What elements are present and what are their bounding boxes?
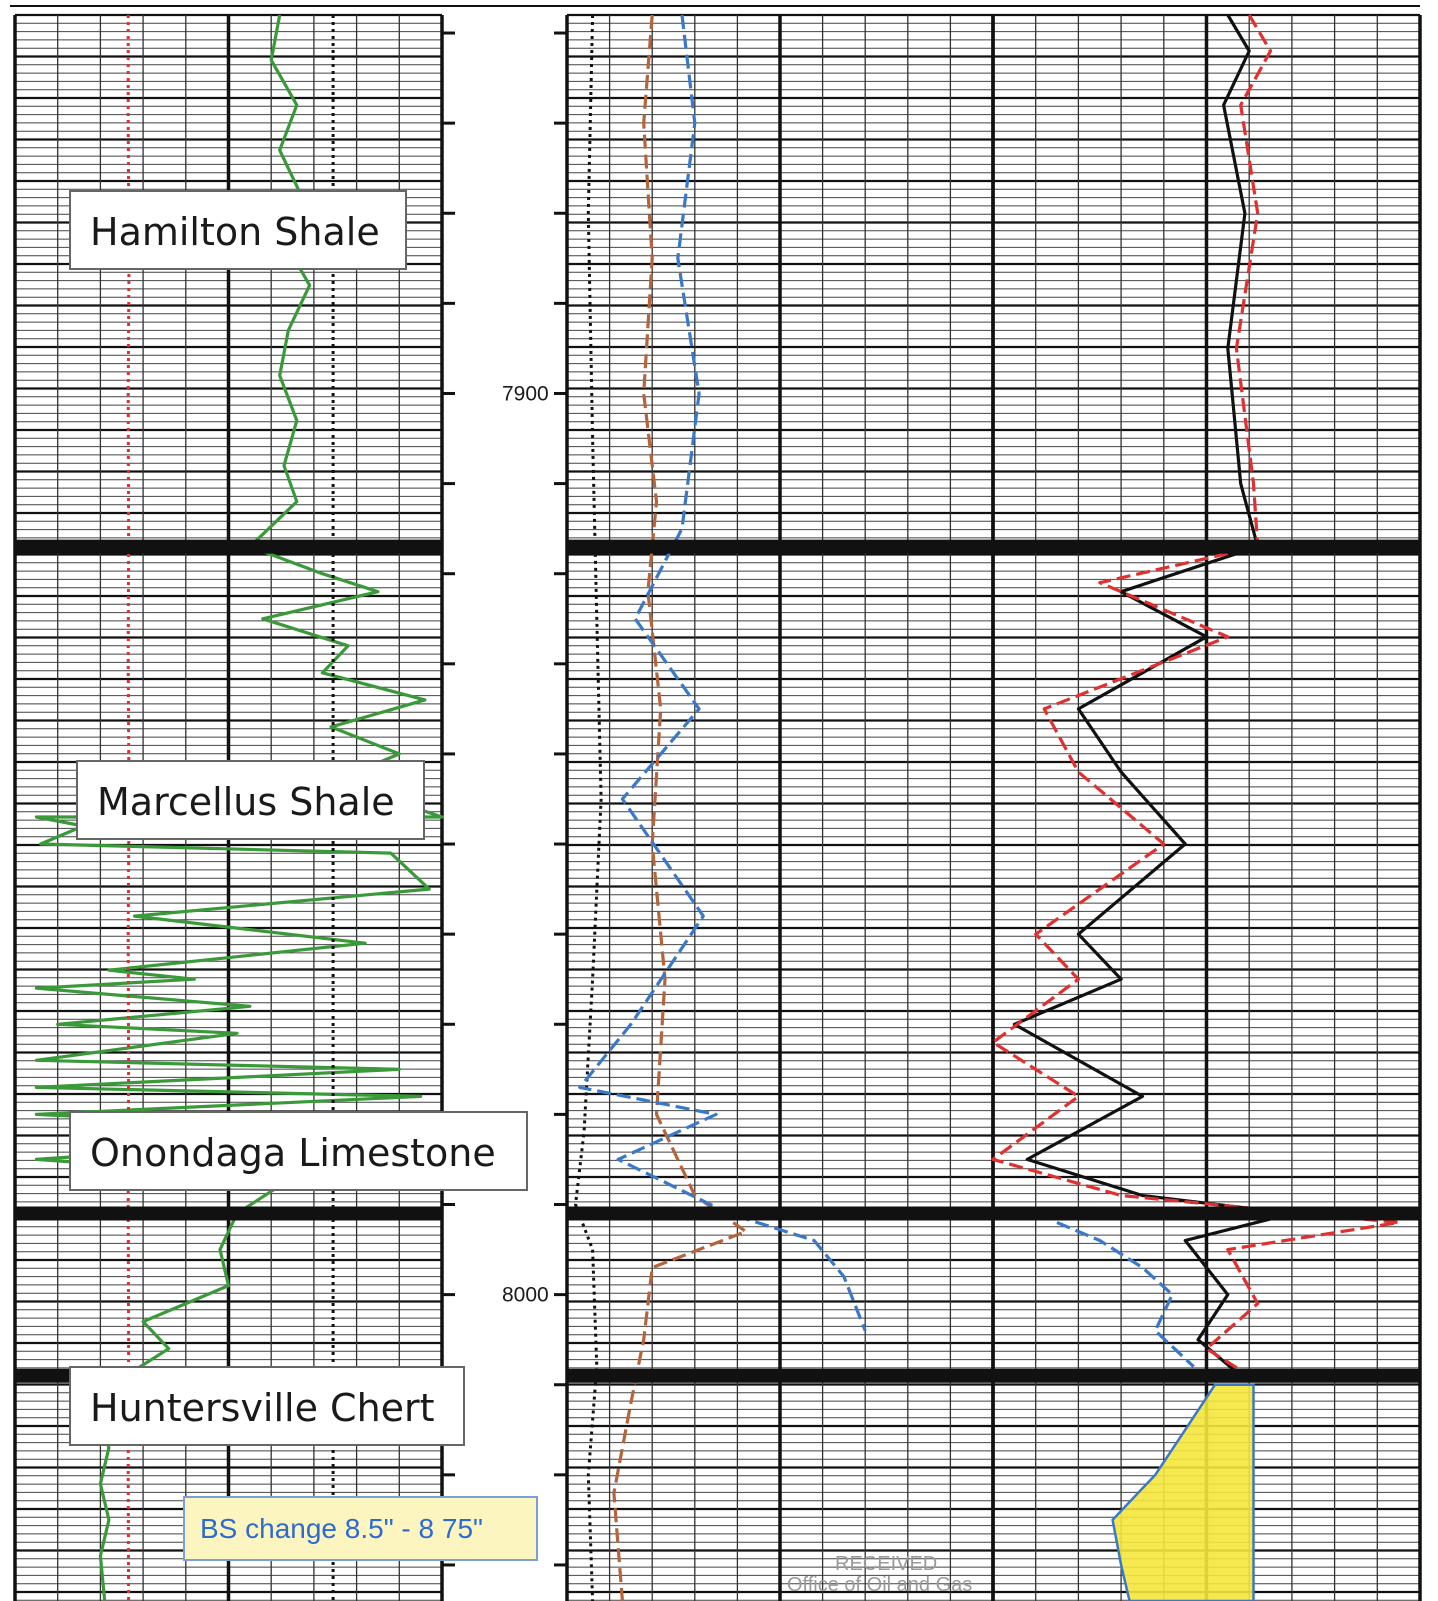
label-box [76, 760, 425, 840]
note-text: BS change 8.5" - 8 75" [200, 1513, 483, 1544]
formation-label-text: Marcellus Shale [97, 780, 395, 824]
curve-black-solid [1012, 14, 1294, 1377]
label-box [69, 1366, 465, 1446]
stamp-line-1: RECEIVED [835, 1553, 937, 1575]
label-box [69, 1111, 528, 1191]
curve-blue-dashed [1056, 1221, 1195, 1368]
formation-label-text: Hamilton Shale [90, 210, 380, 254]
curve-porosity-crossover [1111, 1383, 1255, 1601]
depth-label: 8000 [502, 1284, 549, 1307]
formation-label-text: Onondaga Limestone [90, 1131, 496, 1175]
curve-red-dashed [991, 14, 1401, 1378]
formation-label-huntersville: Huntersville Chert [69, 1366, 465, 1446]
bit-size-note: BS change 8.5" - 8 75" [183, 1496, 538, 1561]
curve-brown-dashed [612, 14, 748, 1601]
stamp-line-2: Office of Oil and Gas [787, 1574, 972, 1596]
label-box [69, 190, 407, 270]
curve-blue-dashed [578, 14, 867, 1332]
formation-label-onondaga: Onondaga Limestone [69, 1111, 528, 1191]
depth-track: 7900 8000 [442, 31, 567, 1567]
curve-gamma-ray [34, 14, 444, 1601]
curve-black-dotted [574, 14, 603, 1601]
note-box [183, 1496, 538, 1561]
depth-label: 7900 [502, 382, 549, 405]
received-stamp: RECEIVED Office of Oil and Gas [787, 1553, 972, 1596]
formation-label-text: Huntersville Chert [90, 1386, 435, 1430]
formation-label-hamilton: Hamilton Shale [69, 190, 407, 270]
formation-label-marcellus: Marcellus Shale [76, 760, 425, 840]
